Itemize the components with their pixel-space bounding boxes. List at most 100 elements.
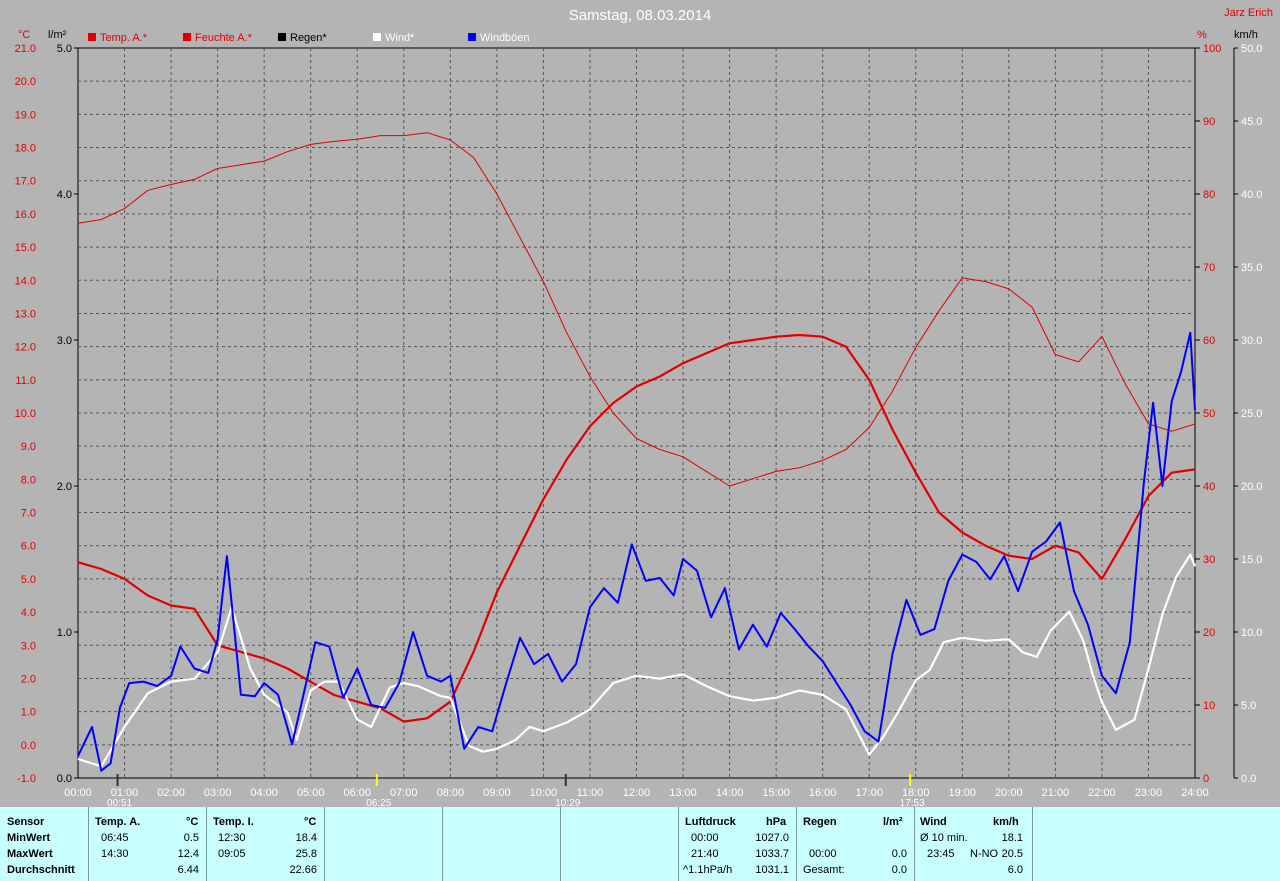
wind-unit-label: km/h (1234, 29, 1258, 41)
temp-tick-label: 8.0 (21, 474, 36, 486)
legend-swatch-rain (278, 33, 286, 41)
wind-tick-label: 20.0 (1241, 481, 1262, 493)
column-separator (914, 807, 915, 881)
pressure-trend: ^1.1hPa/h (683, 864, 733, 876)
x-tick-label: 18:00 (902, 787, 930, 799)
x-tick-label: 12:00 (623, 787, 651, 799)
wind-tick-label: 35.0 (1241, 262, 1262, 274)
temp-i-unit: °C (304, 816, 317, 828)
wind-tick-label: 40.0 (1241, 189, 1262, 201)
temp-i-max: 25.8 (295, 848, 317, 860)
column-separator (678, 807, 679, 881)
pressure-max: 1033.7 (755, 848, 789, 860)
temp-i-min: 18.4 (295, 832, 317, 844)
temp-a-max-time: 14:30 (101, 848, 129, 860)
row-label-min: MinWert (7, 832, 51, 844)
legend-label-gusts: Windböen (480, 32, 530, 44)
row-label-max: MaxWert (7, 848, 53, 860)
x-tick-label: 02:00 (157, 787, 185, 799)
sun-marker-label: 10:29 (555, 798, 580, 807)
station-name: Jarz Erich (1224, 7, 1273, 19)
x-tick-label: 13:00 (669, 787, 697, 799)
legend-label-humidity: Feuchte A.* (195, 32, 253, 44)
row-label-avg: Durchschnitt (7, 864, 75, 876)
humidity-tick-label: 40 (1203, 481, 1215, 493)
temp-tick-label: 13.0 (15, 308, 36, 320)
temp-tick-label: 6.0 (21, 541, 36, 553)
rain-tick-label: 5.0 (57, 43, 72, 55)
temp-tick-label: 16.0 (15, 209, 36, 221)
pressure-avg: 1031.1 (755, 864, 789, 876)
series (77, 132, 1197, 772)
rain-tick-label: 3.0 (57, 335, 72, 347)
temp-tick-label: 12.0 (15, 342, 36, 354)
wind-tick-label: 50.0 (1241, 43, 1262, 55)
x-tick-label: 06:00 (343, 787, 371, 799)
rain-total-label: Gesamt: (803, 864, 845, 876)
wind-tick-label: 15.0 (1241, 554, 1262, 566)
x-tick-label: 03:00 (204, 787, 232, 799)
temp-tick-label: 7.0 (21, 508, 36, 520)
pressure-unit: hPa (766, 816, 787, 828)
humidity-tick-label: 100 (1203, 43, 1221, 55)
humidity-tick-label: 50 (1203, 408, 1215, 420)
x-tick-label: 05:00 (297, 787, 325, 799)
rain-tick-label: 4.0 (57, 189, 72, 201)
x-tick-label: 21:00 (1042, 787, 1070, 799)
column-separator (796, 807, 797, 881)
temp-tick-label: 18.0 (15, 143, 36, 155)
legend: Temp. A.* Feuchte A.* Regen* Wind* Windb… (88, 32, 530, 44)
temp-a-header: Temp. A. (95, 816, 141, 828)
rain-unit: l/m² (883, 816, 903, 828)
x-tick-label: 16:00 (809, 787, 837, 799)
series-line-wind (77, 553, 1197, 768)
humidity-tick-label: 80 (1203, 189, 1215, 201)
wind-max: 20.5 (1001, 848, 1023, 860)
wind-max-direction: N-NO (970, 848, 999, 860)
rain-unit-label: l/m² (48, 29, 67, 41)
statistics-table: Sensor MinWert MaxWert Durchschnitt Temp… (0, 807, 1280, 881)
x-tick-label: 10:00 (530, 787, 558, 799)
x-tick-label: 09:00 (483, 787, 511, 799)
temp-tick-label: 1.0 (21, 707, 36, 719)
temp-tick-label: 15.0 (15, 242, 36, 254)
temp-i-header: Temp. I. (213, 816, 254, 828)
pressure-min-time: 00:00 (691, 832, 719, 844)
legend-swatch-gusts (468, 33, 476, 41)
temp-i-avg: 22.66 (289, 864, 317, 876)
humidity-tick-label: 90 (1203, 116, 1215, 128)
column-separator (206, 807, 207, 881)
rain-tick-label: 2.0 (57, 481, 72, 493)
legend-label-wind: Wind* (385, 32, 415, 44)
humidity-tick-label: 30 (1203, 554, 1215, 566)
column-separator (442, 807, 443, 881)
pressure-max-time: 21:40 (691, 848, 719, 860)
temp-tick-label: 19.0 (15, 109, 36, 121)
column-separator (88, 807, 89, 881)
rain-header: Regen (803, 816, 837, 828)
humidity-unit-label: % (1197, 29, 1207, 41)
temp-a-min-time: 06:45 (101, 832, 129, 844)
temp-tick-label: 5.0 (21, 574, 36, 586)
temp-tick-label: 17.0 (15, 176, 36, 188)
humidity-tick-label: 20 (1203, 627, 1215, 639)
x-tick-label: 07:00 (390, 787, 418, 799)
wind-tick-label: 30.0 (1241, 335, 1262, 347)
temp-tick-label: 21.0 (15, 43, 36, 55)
x-tick-label: 08:00 (437, 787, 465, 799)
humidity-tick-label: 60 (1203, 335, 1215, 347)
wind-tick-label: 5.0 (1241, 700, 1256, 712)
wind-mean: 6.0 (1007, 864, 1023, 876)
wind-header: Wind (920, 816, 947, 828)
wind-tick-label: 45.0 (1241, 116, 1262, 128)
wind-avg-label: Ø 10 min. (920, 832, 968, 844)
x-tick-label: 04:00 (250, 787, 278, 799)
x-tick-label: 24:00 (1181, 787, 1209, 799)
temp-tick-label: 11.0 (15, 375, 36, 387)
rain-tick-label: 1.0 (57, 627, 72, 639)
weather-chart: 00:00 01:00 02:00 03:00 04:00 05:00 06:00 07:00… (14, 7, 1273, 807)
rain-max: 0.0 (891, 848, 907, 860)
humidity-tick-label: 10 (1203, 700, 1215, 712)
legend-swatch-wind (373, 33, 381, 41)
wind-avg: 18.1 (1001, 832, 1023, 844)
